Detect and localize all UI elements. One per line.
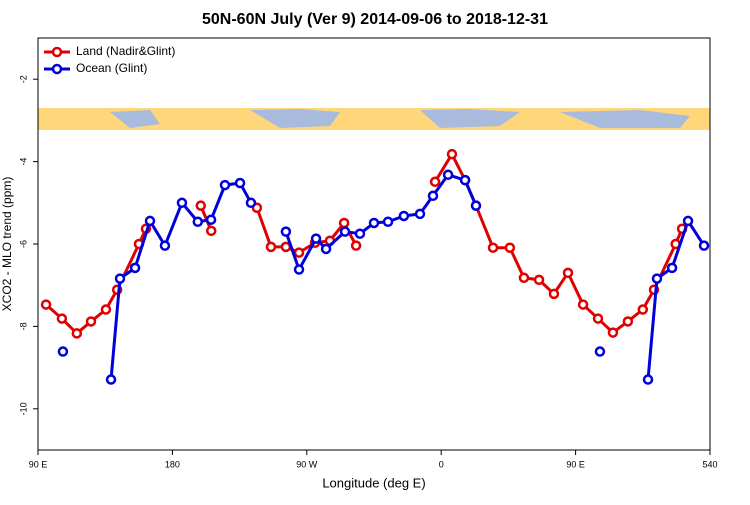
data-point — [698, 240, 710, 251]
x-tick-label: 90 W — [296, 459, 318, 469]
data-point — [176, 197, 188, 209]
data-point — [57, 346, 69, 357]
y-tick-label: -2 — [18, 75, 28, 83]
data-point — [533, 274, 545, 286]
map-shape — [110, 109, 690, 128]
y-axis-label: XCO2 - MLO trend (ppm) — [0, 177, 14, 312]
data-point — [504, 242, 516, 253]
data-point — [320, 243, 332, 255]
data-point — [280, 226, 292, 237]
data-point — [368, 217, 380, 229]
data-point — [592, 313, 604, 324]
data-point — [414, 208, 426, 220]
data-point — [682, 215, 694, 227]
data-point — [40, 299, 52, 310]
data-point — [350, 240, 362, 251]
data-point — [666, 262, 678, 274]
data-point — [607, 327, 619, 338]
data-point — [105, 374, 117, 385]
data-point — [192, 216, 204, 228]
x-tick-label: 90 E — [566, 459, 585, 469]
x-tick-label: 540 — [702, 459, 717, 469]
data-point — [354, 228, 366, 239]
series-line — [45, 152, 684, 335]
y-tick-label: -6 — [18, 240, 28, 248]
data-point — [446, 148, 458, 160]
data-point — [265, 241, 277, 253]
legend-label: Ocean (Glint) — [76, 61, 147, 75]
x-tick-label: 0 — [439, 459, 444, 469]
data-point — [144, 215, 156, 227]
data-point — [642, 374, 654, 385]
map-strip — [38, 108, 710, 130]
data-point — [622, 316, 634, 327]
data-point — [594, 346, 606, 357]
legend-label: Land (Nadir&Glint) — [76, 44, 175, 58]
data-point — [459, 174, 471, 186]
data-point — [429, 176, 441, 188]
data-point — [487, 242, 499, 253]
x-axis-label: Longitude (deg E) — [322, 475, 425, 490]
data-point — [548, 288, 560, 300]
data-point — [56, 313, 68, 324]
legend-marker — [51, 46, 63, 58]
data-point — [577, 299, 589, 310]
data-point — [339, 226, 351, 237]
data-point — [245, 197, 257, 209]
data-point — [442, 169, 454, 181]
y-tick-label: -10 — [18, 402, 28, 415]
data-point — [205, 225, 217, 237]
y-tick-label: -8 — [18, 322, 28, 330]
data-point — [159, 240, 171, 251]
data-point — [71, 328, 83, 339]
x-tick-label: 180 — [165, 459, 180, 469]
data-point — [129, 262, 141, 274]
data-point — [100, 304, 112, 315]
data-point — [398, 210, 410, 222]
data-point — [310, 233, 322, 244]
data-point — [293, 247, 305, 258]
data-point — [293, 264, 305, 275]
data-point — [427, 190, 439, 202]
legend-marker — [51, 63, 63, 75]
data-point — [562, 267, 574, 279]
x-tick-label: 90 E — [29, 459, 48, 469]
data-point — [382, 216, 394, 228]
y-tick-label: -4 — [18, 158, 28, 166]
data-point — [219, 179, 231, 191]
data-point — [85, 316, 97, 327]
data-point — [470, 200, 482, 211]
data-point — [651, 273, 663, 284]
data-point — [338, 217, 350, 229]
data-point — [234, 177, 246, 189]
data-point — [637, 304, 649, 315]
data-point — [518, 272, 530, 284]
chart-title: 50N-60N July (Ver 9) 2014-09-06 to 2018-… — [202, 11, 548, 28]
data-point — [114, 273, 126, 284]
data-point — [195, 200, 207, 211]
data-point — [205, 214, 217, 225]
